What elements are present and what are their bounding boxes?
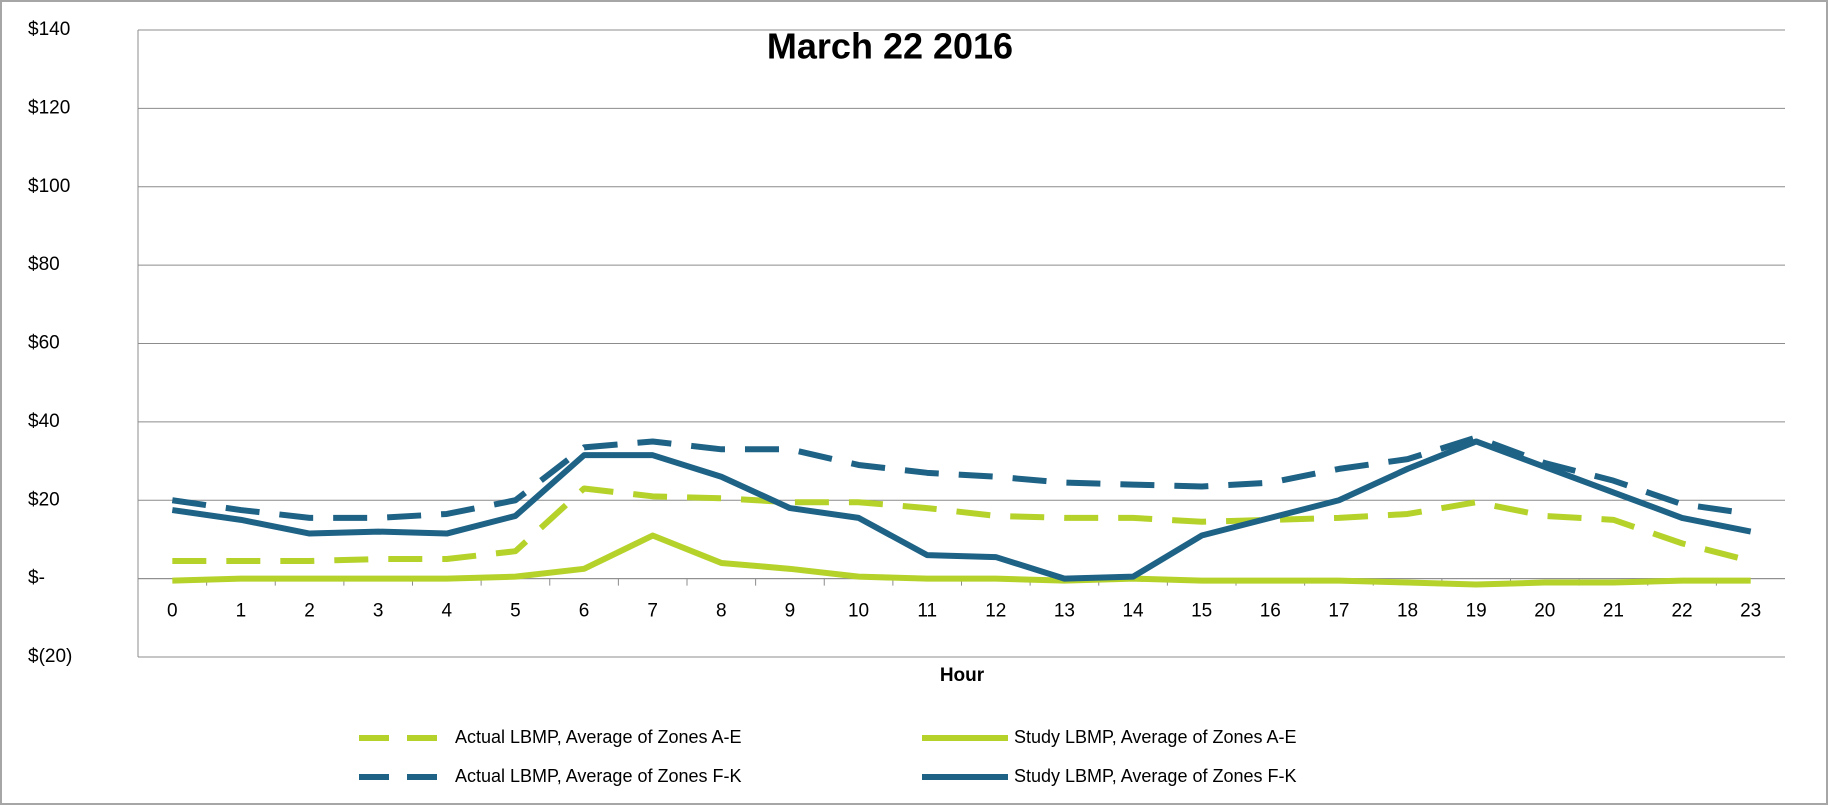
x-tick-label: 20 <box>1534 601 1555 622</box>
x-tick-label: 18 <box>1397 601 1418 622</box>
series-line <box>172 532 1751 588</box>
legend-label: Actual LBMP, Average of Zones A-E <box>455 727 742 747</box>
x-tick-label: 6 <box>579 601 590 622</box>
x-tick-label: 22 <box>1671 601 1692 622</box>
x-tick-label: 12 <box>985 601 1006 622</box>
y-tick-label: $(20) <box>28 646 72 667</box>
x-tick-label: 7 <box>647 601 658 622</box>
x-tick-label: 8 <box>716 601 727 622</box>
x-tick-label: 19 <box>1466 601 1487 622</box>
series-line <box>171 438 1752 582</box>
y-tick-label: $100 <box>28 176 70 197</box>
y-tick-label: $- <box>28 568 45 589</box>
x-tick-label: 16 <box>1260 601 1281 622</box>
x-tick-label: 13 <box>1054 601 1075 622</box>
x-tick-label: 1 <box>236 601 247 622</box>
y-tick-label: $40 <box>28 411 60 432</box>
x-tick-label: 14 <box>1122 601 1144 622</box>
x-tick-label: 0 <box>167 601 178 622</box>
y-tick-label: $60 <box>28 333 60 354</box>
x-tick-label: 4 <box>442 601 453 622</box>
x-tick-label: 5 <box>510 601 521 622</box>
series-line <box>172 485 1752 564</box>
y-tick-label: $20 <box>28 489 60 510</box>
x-tick-label: 2 <box>304 601 315 622</box>
x-axis-label: Hour <box>940 665 985 686</box>
series-line <box>171 434 1752 521</box>
x-tick-label: 11 <box>917 601 937 622</box>
chart-title: March 22 2016 <box>767 26 1013 67</box>
x-tick-label: 15 <box>1191 601 1212 622</box>
x-tick-label: 21 <box>1603 601 1624 622</box>
y-tick-label: $80 <box>28 254 60 275</box>
x-tick-label: 9 <box>785 601 796 622</box>
x-tick-label: 3 <box>373 601 384 622</box>
x-tick-label: 17 <box>1328 601 1349 622</box>
legend-label: Actual LBMP, Average of Zones F-K <box>455 766 742 786</box>
legend-label: Study LBMP, Average of Zones F-K <box>1014 766 1297 786</box>
y-tick-label: $120 <box>28 97 70 118</box>
x-tick-label: 10 <box>848 601 869 622</box>
legend-label: Study LBMP, Average of Zones A-E <box>1014 727 1297 747</box>
x-tick-label: 23 <box>1740 601 1761 622</box>
y-tick-label: $140 <box>28 19 70 40</box>
